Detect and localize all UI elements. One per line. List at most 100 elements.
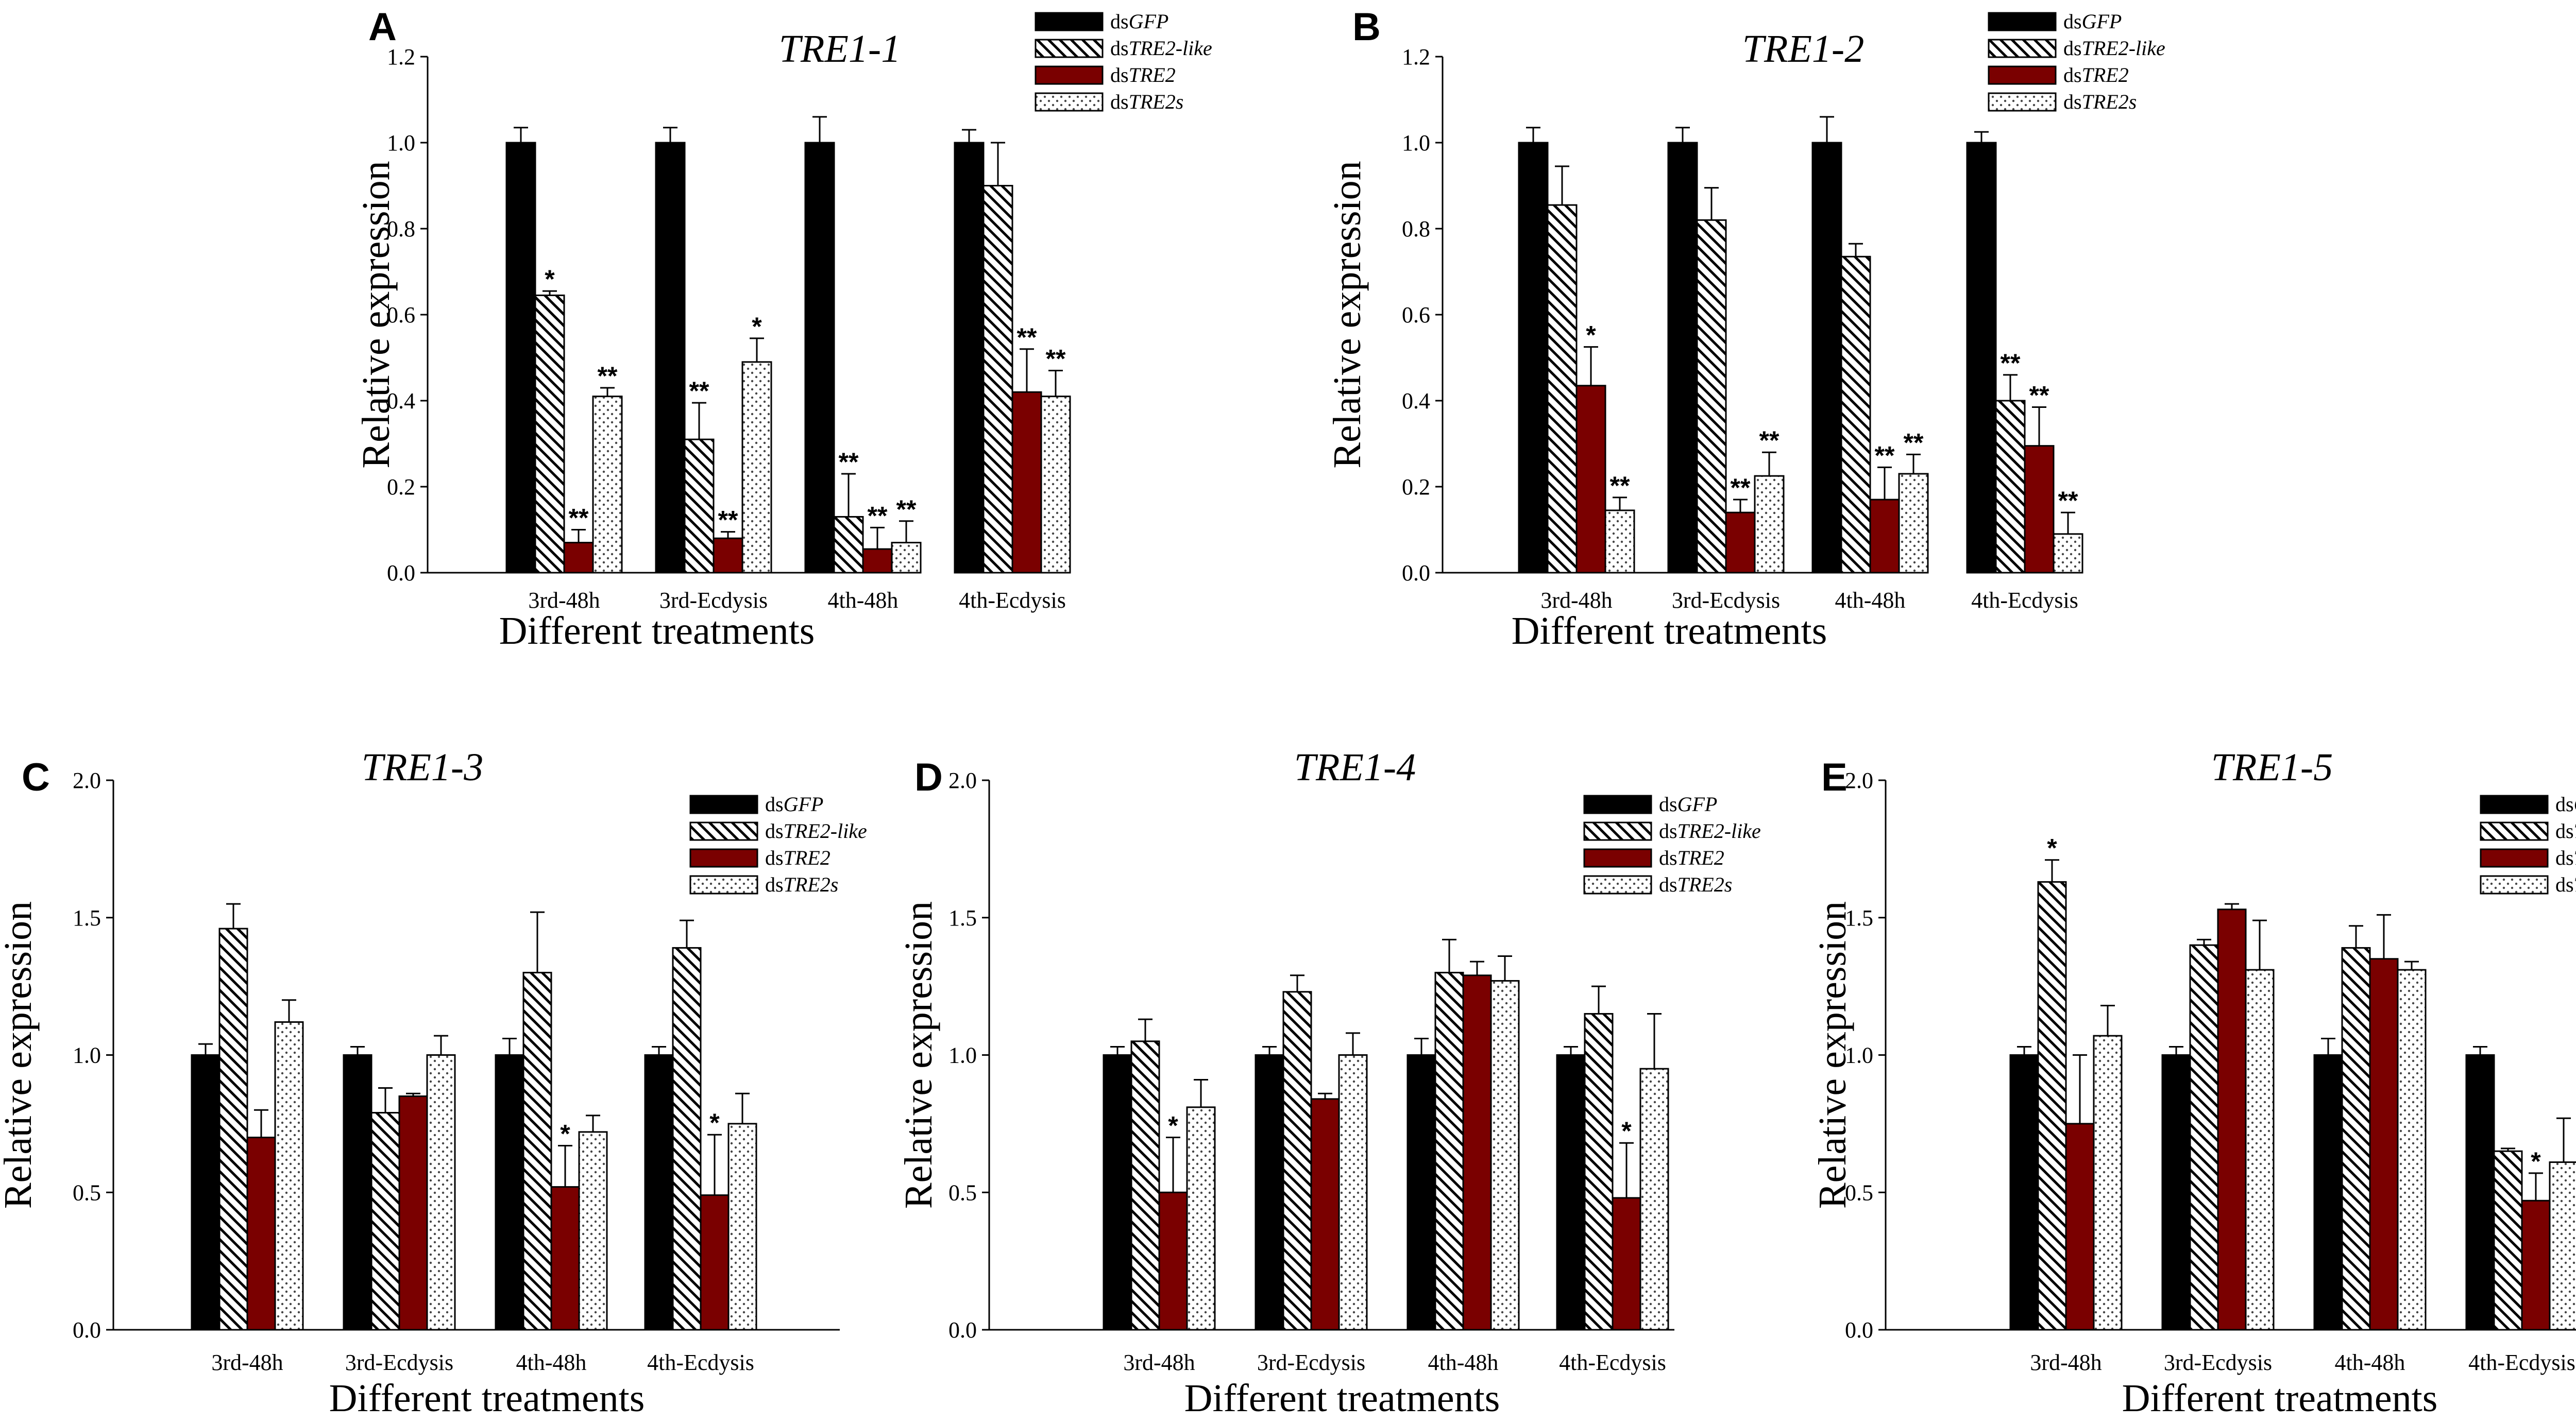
bar-tre2s [2245,969,2275,1331]
legend-label: dsTRE2 [2063,63,2129,87]
bar-tre2-like [370,1112,400,1331]
y-tick-label: 0.2 [387,474,415,500]
bar-tre2-like [2493,1150,2523,1331]
bar-tre2s [2549,1161,2576,1331]
bar-gfp [495,1054,524,1331]
legend-label: dsGFP [2555,793,2576,816]
category-label: 3rd-48h [1540,588,1612,613]
legend-swatch-gfp [1988,12,2057,31]
y-tick-label: 1.5 [948,905,977,931]
legend-swatch-tre2-like [2480,821,2549,841]
bar-tre2s [1639,1068,1669,1331]
bar-gfp [1966,142,1997,574]
panel-letter: A [368,5,397,49]
legend-swatch-tre2 [689,848,758,868]
bar-tre2-like [1547,204,1578,574]
legend-swatch-gfp [689,795,758,814]
bar-tre2 [1310,1098,1340,1331]
legend-label: dsTRE2-like [765,819,867,843]
legend-swatch-tre2 [1988,65,2057,85]
significance-mark: * [1168,1111,1178,1140]
panel-letter: B [1352,5,1381,49]
category-label: 4th-Ecdysis [959,588,1066,613]
category-label: 4th-Ecdysis [1559,1350,1666,1375]
y-tick-label: 0.0 [73,1317,101,1343]
significance-mark: * [1621,1117,1632,1145]
bar-tre2 [1725,511,1756,574]
bar-tre2 [1612,1197,1641,1331]
legend-label: dsTRE2s [1110,90,1183,113]
y-tick-label: 1.0 [73,1043,101,1068]
bar-tre2s [578,1131,608,1331]
bar-gfp [804,142,835,574]
bar-tre2 [2024,445,2055,574]
y-tick-label: 0.6 [387,302,415,328]
bar-tre2-like [1282,991,1312,1331]
legend-swatch-tre2 [1035,65,1104,85]
y-tick-label: 1.0 [948,1043,977,1068]
bar-tre2-like [1584,1013,1614,1331]
legend-label: dsTRE2 [1110,63,1176,87]
y-tick-label: 1.5 [73,905,101,931]
bar-tre2-like [684,438,715,574]
legend-swatch-gfp [1583,795,1652,814]
legend-label: dsGFP [1110,10,1168,33]
bar-tre2-like [2037,881,2067,1331]
significance-mark: ** [896,495,917,524]
bar-gfp [1811,142,1842,574]
significance-mark: ** [598,362,618,390]
panel-b: 0.0 0.2 0.4 0.6 0.8 1.0 1.2 B TRE1-2 Relative exp… [1326,5,2165,653]
y-tick-label: 0.5 [948,1180,977,1205]
bar-tre2s [1186,1106,1216,1331]
bar-tre2s [1754,475,1785,574]
y-tick-label: 2.0 [1845,768,1873,793]
category-label: 4th-48h [2335,1350,2405,1375]
bar-gfp [1406,1054,1436,1331]
significance-mark: * [1586,321,1596,350]
bar-tre2 [1462,974,1492,1331]
significance-mark: ** [868,501,888,530]
bar-tre2s [1040,396,1071,574]
bar-tre2 [2369,958,2399,1331]
bar-gfp [1667,142,1698,574]
y-tick-label: 1.5 [1845,905,1873,931]
significance-mark: ** [1759,426,1780,455]
x-axis-label: Different treatments [1184,1377,1500,1420]
significance-mark: * [709,1108,720,1137]
category-label: 3rd-Ecdysis [1257,1350,1365,1375]
bar-tre2 [563,542,594,574]
legend-label: dsTRE2s [765,873,838,896]
y-tick-label: 0.5 [1845,1180,1873,1205]
y-tick-label: 0.0 [1402,560,1430,586]
bar-tre2-like [982,185,1013,574]
category-label: 4th-48h [1835,588,1906,613]
category-label: 3rd-48h [2030,1350,2102,1375]
legend-label: dsTRE2s [2555,873,2576,896]
significance-mark: ** [718,506,738,535]
bar-tre2-like [1840,255,1871,574]
panel-title: TRE1-3 [362,746,483,789]
legend-label: dsGFP [765,793,823,816]
bar-tre2s [1490,980,1520,1331]
bar-gfp [2009,1054,2039,1331]
legend-swatch-tre2s [689,875,758,895]
bar-tre2-like [672,947,702,1331]
bar-gfp [1556,1054,1586,1331]
bar-tre2s [727,1123,757,1331]
bar-gfp [505,142,536,574]
bar-tre2 [700,1194,730,1331]
bar-gfp [2465,1054,2495,1331]
legend-swatch-tre2s [1583,875,1652,895]
significance-mark: ** [2058,486,2078,515]
bar-gfp [655,142,686,574]
legend-label: dsTRE2 [1659,846,1724,869]
bar-tre2s [741,361,772,574]
legend-swatch-tre2s [2480,875,2549,895]
bar-tre2 [1158,1191,1188,1331]
bar-tre2-like [1696,219,1727,574]
y-tick-label: 0.2 [1402,474,1430,500]
category-label: 3rd-48h [528,588,600,613]
category-label: 3rd-Ecdysis [1672,588,1780,613]
legend: dsGFP dsTRE2-like dsTRE2 dsTRE2s [1583,793,1761,896]
